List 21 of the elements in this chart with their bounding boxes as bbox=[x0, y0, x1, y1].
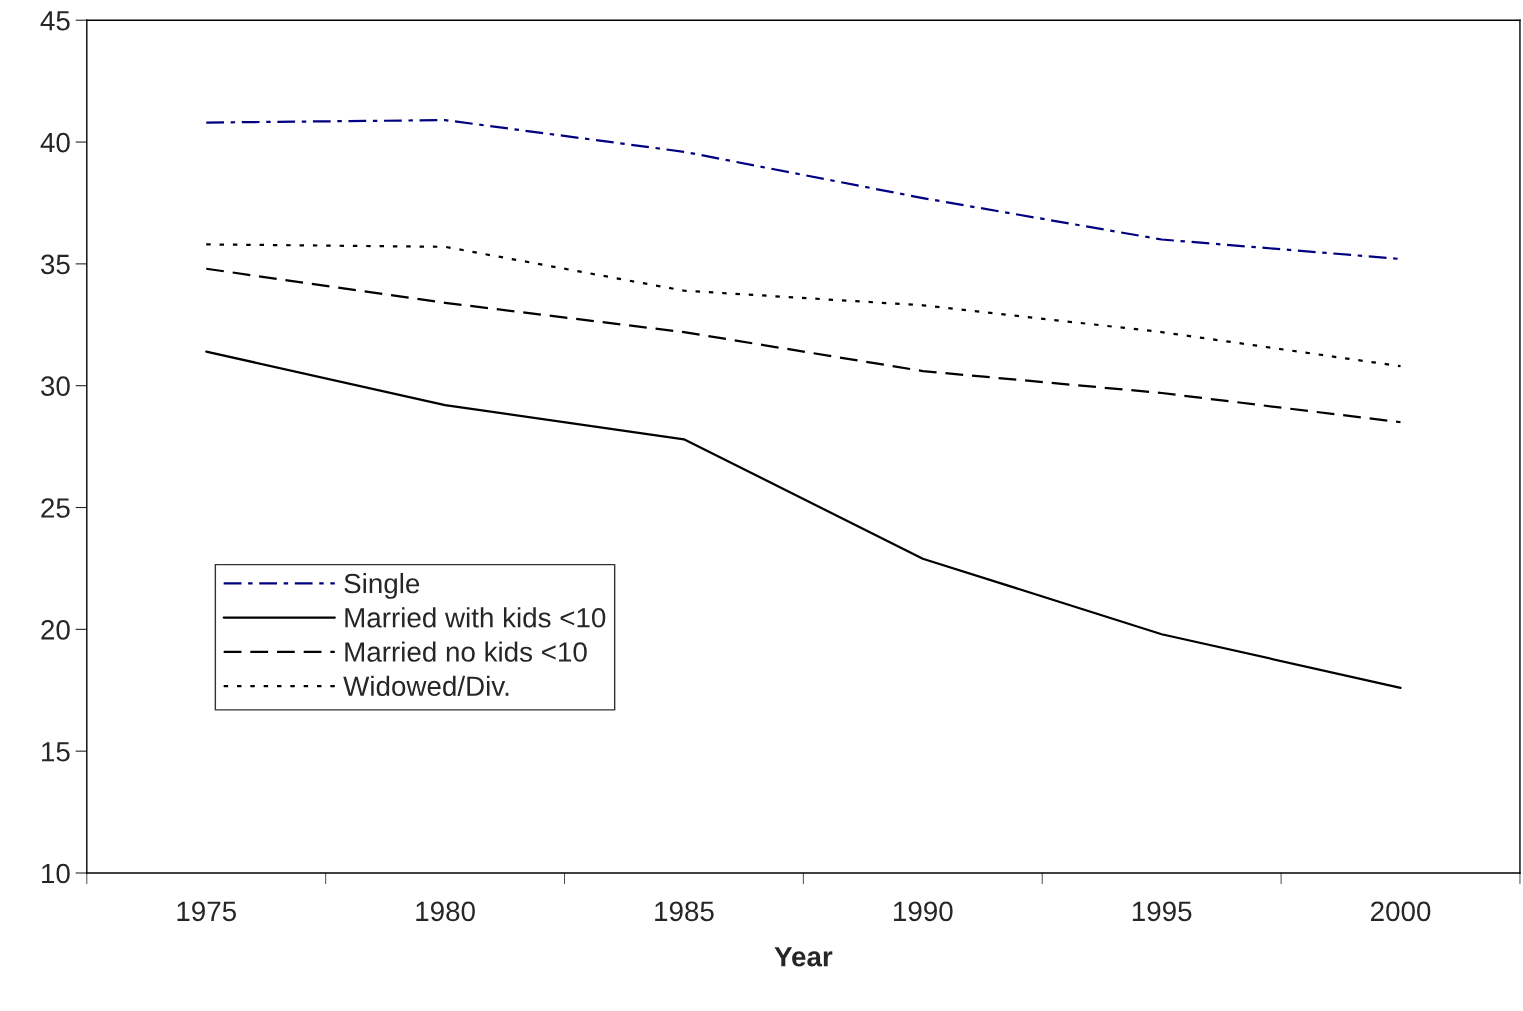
line-series bbox=[205, 267, 1402, 424]
y-tick-label: 20 bbox=[41, 620, 70, 640]
y-tick-label: 15 bbox=[42, 742, 70, 762]
x-tick-label: 1980 bbox=[416, 901, 475, 922]
x-tick-label: 1985 bbox=[655, 901, 714, 922]
x-tick-label: 1990 bbox=[894, 901, 953, 922]
y-tick-label: 30 bbox=[41, 376, 70, 397]
x-tick-label: 1975 bbox=[177, 901, 236, 922]
legend-label: Married no kids <10 bbox=[345, 641, 587, 662]
line-series bbox=[205, 243, 1402, 368]
x-tick-label: 1995 bbox=[1132, 901, 1192, 922]
legend-label: Single bbox=[344, 572, 420, 599]
y-tick-label: 25 bbox=[41, 498, 70, 518]
legend-label: Widowed/Div. bbox=[343, 675, 509, 697]
x-tick-label: 2000 bbox=[1371, 901, 1431, 922]
y-tick-label: 40 bbox=[40, 132, 70, 153]
legend-label: Married with kids <10 bbox=[345, 607, 606, 628]
y-tick-label: 45 bbox=[40, 11, 70, 31]
x-axis-title: Year bbox=[774, 947, 833, 967]
y-tick-label: 35 bbox=[41, 254, 70, 275]
y-tick-label: 10 bbox=[42, 863, 70, 884]
